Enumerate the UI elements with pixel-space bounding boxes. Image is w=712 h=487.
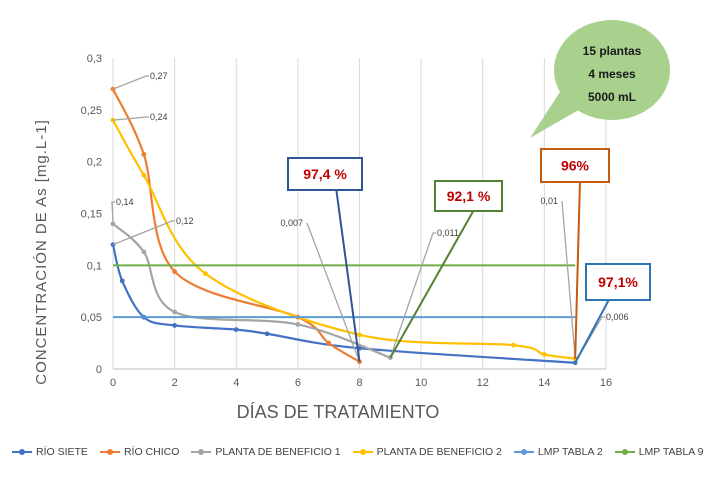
data-point (295, 322, 301, 327)
y-tick-label: 0,1 (87, 260, 102, 272)
y-tick-label: 0,3 (87, 53, 102, 65)
legend-swatch (614, 449, 635, 455)
label-leader-line (389, 232, 436, 358)
label-leaders (111, 75, 605, 364)
data-label: 0,011 (437, 228, 459, 238)
data-point (357, 332, 362, 338)
data-point (141, 152, 147, 157)
y-tick-label: 0,2 (87, 157, 102, 169)
data-label: 0,24 (150, 112, 168, 122)
legend-swatch (513, 449, 534, 455)
legend-label: LMP TABLA 9 (638, 446, 704, 458)
data-point (172, 309, 178, 315)
y-tick-label: 0,15 (81, 209, 102, 221)
data-point (541, 352, 547, 357)
data-point (141, 249, 147, 255)
data-point (511, 342, 516, 348)
y-tick-labels: 0 0,05 0,1 0,15 0,2 0,25 0,3 (81, 53, 102, 376)
data-label: 0,006 (606, 312, 629, 322)
data-point (119, 278, 125, 284)
data-label: 0,007 (280, 218, 303, 228)
series-line-planta-de-beneficio-1 (112, 223, 391, 359)
y-axis-label: CONCENTRACIÓN DE As [mg.L-1] (33, 119, 50, 385)
data-point (172, 269, 178, 274)
y-tick-label: 0 (96, 364, 102, 376)
annotation-leader (574, 293, 613, 364)
legend-swatch (352, 449, 373, 455)
grid (112, 58, 607, 369)
label-leader-line (306, 222, 361, 362)
x-tick-label: 0 (110, 377, 116, 389)
legend-item: PLANTA DE BENEFICIO 1 (191, 446, 341, 458)
x-tick-label: 10 (415, 377, 427, 389)
x-tick-label: 14 (538, 377, 550, 389)
legend-swatch (99, 449, 120, 455)
callout-bubble: 15 plantas 4 meses 5000 mL (530, 20, 670, 138)
data-point (172, 323, 178, 328)
y-tick-label: 0,25 (81, 105, 102, 117)
annotation-leader (574, 179, 581, 359)
x-tick-label: 8 (356, 377, 362, 389)
data-point (203, 271, 208, 277)
data-point (264, 331, 270, 337)
legend-label: LMP TABLA 2 (537, 446, 603, 458)
data-label: 0,01 (540, 196, 558, 206)
data-point (233, 327, 239, 333)
legend-item: PLANTA DE BENEFICIO 2 (352, 446, 502, 458)
series-line-planta-de-beneficio-2 (112, 119, 576, 360)
x-tick-label: 16 (600, 377, 612, 389)
data-point (141, 172, 147, 178)
label-leader-line (112, 116, 149, 121)
legend-item: LMP TABLA 9 (614, 446, 704, 458)
legend-label: PLANTA DE BENEFICIO 1 (215, 446, 341, 458)
x-tick-label: 6 (295, 377, 301, 389)
data-label: 0,27 (150, 71, 168, 81)
annotation-box (540, 148, 610, 183)
reduction-percent-label: 96% (561, 158, 590, 174)
callout-line: 15 plantas (583, 44, 642, 58)
callout-line: 5000 mL (588, 90, 636, 104)
reduction-percent-label: 92,1 % (447, 188, 491, 204)
callout-line: 4 meses (588, 67, 636, 81)
y-tick-label: 0,05 (81, 312, 102, 324)
legend-label: RÍO SIETE (36, 446, 88, 458)
data-label: 0,12 (176, 216, 194, 226)
label-leader-line (561, 200, 576, 359)
annotation-box (434, 180, 503, 212)
callout-body (554, 20, 670, 120)
data-labels: 0,27 0,24 0,14 0,12 0,007 0,011 0,01 0,006 (116, 71, 629, 322)
x-tick-labels: 0 2 4 6 8 10 12 14 16 (110, 377, 612, 389)
legend: RÍO SIETE RÍO CHICO PLANTA DE BENEFICIO 1 P… (12, 446, 704, 458)
legend-item: RÍO SIETE (12, 446, 88, 458)
x-tick-label: 2 (172, 377, 178, 389)
x-tick-label: 4 (233, 377, 239, 389)
legend-label: PLANTA DE BENEFICIO 2 (376, 446, 502, 458)
label-leader-line (112, 75, 149, 90)
legend-item: RÍO CHICO (99, 446, 180, 458)
chart: 0 0,05 0,1 0,15 0,2 0,25 0,3 0 2 4 6 8 10 12 14 16 CON… (33, 20, 670, 422)
x-axis-label: DÍAS DE TRATAMIENTO (237, 402, 440, 422)
legend-item: LMP TABLA 2 (513, 446, 603, 458)
reduction-percent-label: 97,1% (598, 274, 638, 290)
legend-swatch (12, 449, 32, 455)
x-tick-label: 12 (477, 377, 489, 389)
data-point (326, 340, 332, 346)
label-leader-line (112, 220, 175, 246)
legend-swatch (191, 449, 212, 455)
annotations: 97,4 % 92,1 % 96% 97,1% (287, 148, 651, 364)
legend-label: RÍO CHICO (123, 446, 180, 458)
annotation-leader (389, 207, 476, 359)
annotation-box (287, 157, 363, 191)
label-leader-line (111, 201, 115, 224)
annotation-box (585, 263, 651, 301)
reduction-percent-label: 97,4 % (303, 166, 347, 182)
annotation-leader (334, 179, 361, 362)
data-label: 0,14 (116, 197, 134, 207)
